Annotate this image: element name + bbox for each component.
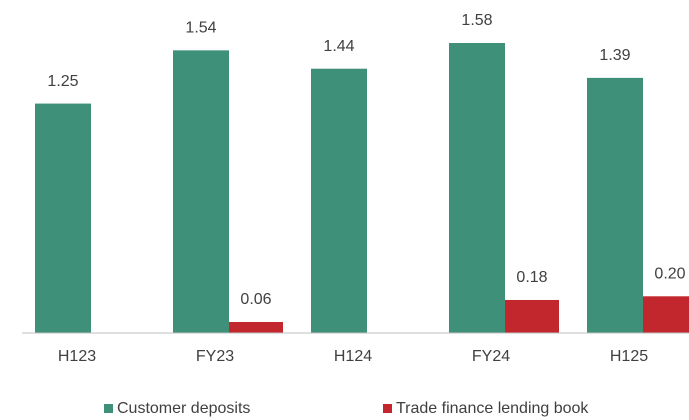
legend-label: Trade finance lending book (396, 400, 589, 417)
data-label: 1.25 (47, 73, 78, 90)
data-label: 0.20 (654, 266, 685, 283)
bar (449, 43, 505, 333)
data-label: 1.54 (185, 20, 216, 37)
data-label: 1.58 (461, 12, 492, 29)
legend-swatch (104, 404, 113, 413)
x-tick-label: FY24 (472, 348, 510, 365)
x-tick-label: FY23 (196, 348, 234, 365)
bar (643, 296, 689, 333)
bar (35, 103, 91, 334)
data-label: 1.39 (599, 47, 630, 64)
x-tick-label: H125 (610, 348, 648, 365)
data-label: 0.18 (516, 269, 547, 286)
legend-swatch (383, 404, 392, 413)
bar (505, 299, 559, 333)
bar (173, 50, 229, 334)
bar (229, 321, 283, 333)
data-label: 0.06 (240, 291, 271, 308)
bar (311, 68, 367, 334)
x-tick-label: H124 (334, 348, 372, 365)
legend-label: Customer deposits (117, 400, 250, 417)
x-tick-label: H123 (58, 348, 96, 365)
bar (587, 77, 643, 334)
data-label: 1.44 (323, 38, 354, 55)
